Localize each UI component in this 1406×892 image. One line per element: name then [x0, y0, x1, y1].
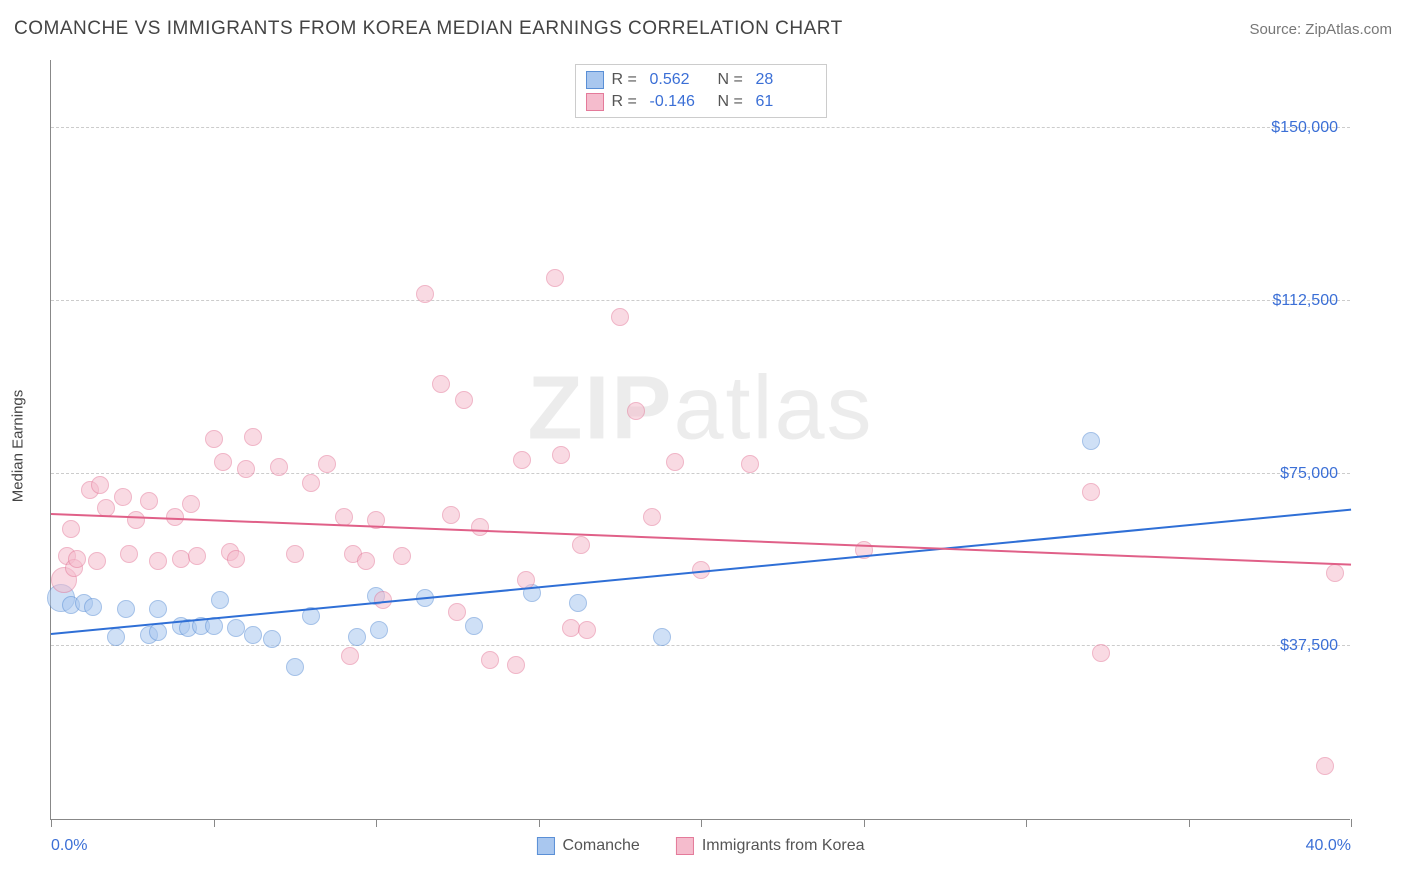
data-point: [205, 430, 223, 448]
data-point: [149, 600, 167, 618]
data-point: [552, 446, 570, 464]
data-point: [1326, 564, 1344, 582]
data-point: [62, 520, 80, 538]
data-point: [188, 547, 206, 565]
y-tick-label: $37,500: [1280, 637, 1338, 655]
data-point: [627, 402, 645, 420]
x-tick: [864, 819, 865, 827]
data-point: [302, 474, 320, 492]
data-point: [211, 591, 229, 609]
data-point: [149, 552, 167, 570]
gridline: [51, 300, 1350, 301]
x-tick: [539, 819, 540, 827]
data-point: [643, 508, 661, 526]
data-point: [471, 518, 489, 536]
x-tick-label: 0.0%: [51, 837, 87, 855]
data-point: [416, 285, 434, 303]
data-point: [172, 550, 190, 568]
data-point: [341, 647, 359, 665]
x-tick-label: 40.0%: [1306, 837, 1351, 855]
data-point: [513, 451, 531, 469]
legend-swatch-icon: [676, 837, 694, 855]
x-tick: [1189, 819, 1190, 827]
data-point: [114, 488, 132, 506]
data-point: [455, 391, 473, 409]
series-legend: Comanche Immigrants from Korea: [536, 837, 864, 855]
data-point: [393, 547, 411, 565]
data-point: [348, 628, 366, 646]
watermark: ZIPatlas: [527, 358, 873, 461]
legend-row-korea: R = -0.146 N = 61: [586, 91, 816, 113]
data-point: [84, 598, 102, 616]
data-point: [91, 476, 109, 494]
data-point: [357, 552, 375, 570]
data-point: [370, 621, 388, 639]
y-tick-label: $75,000: [1280, 465, 1338, 483]
x-tick: [51, 819, 52, 827]
legend-swatch-icon: [536, 837, 554, 855]
data-point: [481, 651, 499, 669]
trend-line: [51, 508, 1351, 634]
x-tick: [376, 819, 377, 827]
data-point: [286, 545, 304, 563]
data-point: [1082, 483, 1100, 501]
x-tick: [701, 819, 702, 827]
gridline: [51, 645, 1350, 646]
data-point: [263, 630, 281, 648]
legend-swatch-comanche: [586, 71, 604, 89]
legend-item-korea: Immigrants from Korea: [676, 837, 865, 855]
data-point: [517, 571, 535, 589]
x-tick: [1351, 819, 1352, 827]
legend-swatch-korea: [586, 93, 604, 111]
data-point: [117, 600, 135, 618]
x-tick: [1026, 819, 1027, 827]
data-point: [149, 623, 167, 641]
data-point: [546, 269, 564, 287]
data-point: [653, 628, 671, 646]
data-point: [227, 550, 245, 568]
data-point: [237, 460, 255, 478]
data-point: [507, 656, 525, 674]
data-point: [611, 308, 629, 326]
data-point: [244, 626, 262, 644]
data-point: [127, 511, 145, 529]
data-point: [270, 458, 288, 476]
data-point: [68, 550, 86, 568]
chart-title: COMANCHE VS IMMIGRANTS FROM KOREA MEDIAN…: [14, 18, 843, 40]
x-tick: [214, 819, 215, 827]
data-point: [214, 453, 232, 471]
y-tick-label: $112,500: [1272, 292, 1338, 310]
data-point: [666, 453, 684, 471]
data-point: [1092, 644, 1110, 662]
data-point: [465, 617, 483, 635]
legend-item-comanche: Comanche: [536, 837, 639, 855]
data-point: [1082, 432, 1100, 450]
data-point: [432, 375, 450, 393]
plot-area: ZIPatlas R = 0.562 N = 28 R = -0.146 N =…: [50, 60, 1350, 820]
data-point: [741, 455, 759, 473]
data-point: [318, 455, 336, 473]
data-point: [572, 536, 590, 554]
data-point: [1316, 757, 1334, 775]
data-point: [120, 545, 138, 563]
data-point: [140, 492, 158, 510]
data-point: [562, 619, 580, 637]
data-point: [442, 506, 460, 524]
data-point: [88, 552, 106, 570]
trend-line: [51, 513, 1351, 566]
legend-row-comanche: R = 0.562 N = 28: [586, 69, 816, 91]
data-point: [569, 594, 587, 612]
data-point: [448, 603, 466, 621]
y-axis-label: Median Earnings: [10, 390, 27, 503]
data-point: [107, 628, 125, 646]
correlation-legend: R = 0.562 N = 28 R = -0.146 N = 61: [575, 64, 827, 118]
data-point: [244, 428, 262, 446]
source-label: Source: ZipAtlas.com: [1249, 21, 1392, 38]
y-tick-label: $150,000: [1271, 119, 1338, 137]
data-point: [578, 621, 596, 639]
data-point: [286, 658, 304, 676]
gridline: [51, 127, 1350, 128]
data-point: [182, 495, 200, 513]
